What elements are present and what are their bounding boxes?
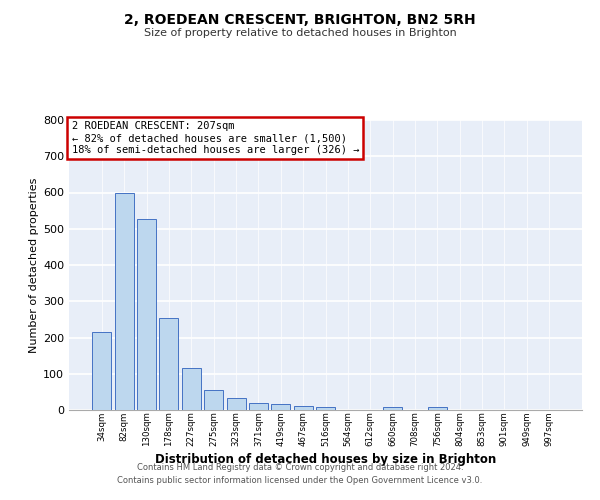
Bar xyxy=(249,403,268,410)
Text: Contains public sector information licensed under the Open Government Licence v3: Contains public sector information licen… xyxy=(118,476,482,485)
Bar xyxy=(383,407,402,410)
Text: 2 ROEDEAN CRESCENT: 207sqm
← 82% of detached houses are smaller (1,500)
18% of s: 2 ROEDEAN CRESCENT: 207sqm ← 82% of deta… xyxy=(71,122,359,154)
Text: 2, ROEDEAN CRESCENT, BRIGHTON, BN2 5RH: 2, ROEDEAN CRESCENT, BRIGHTON, BN2 5RH xyxy=(124,12,476,26)
Bar xyxy=(115,192,134,410)
Bar xyxy=(182,368,201,410)
Bar xyxy=(271,404,290,410)
Text: Size of property relative to detached houses in Brighton: Size of property relative to detached ho… xyxy=(143,28,457,38)
X-axis label: Distribution of detached houses by size in Brighton: Distribution of detached houses by size … xyxy=(155,453,496,466)
Bar xyxy=(227,398,245,410)
Text: Contains HM Land Registry data © Crown copyright and database right 2024.: Contains HM Land Registry data © Crown c… xyxy=(137,464,463,472)
Bar xyxy=(160,318,178,410)
Bar xyxy=(293,406,313,410)
Bar xyxy=(137,219,156,410)
Y-axis label: Number of detached properties: Number of detached properties xyxy=(29,178,39,352)
Bar xyxy=(204,390,223,410)
Bar xyxy=(428,406,447,410)
Bar xyxy=(316,407,335,410)
Bar xyxy=(92,332,112,410)
